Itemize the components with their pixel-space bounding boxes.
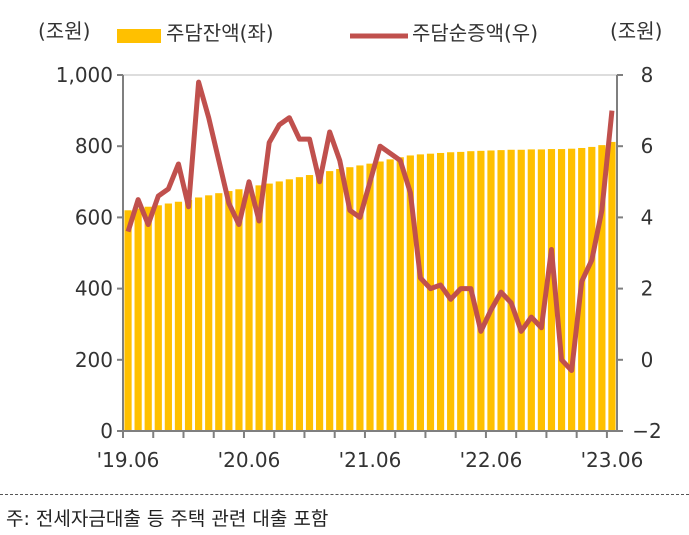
bar	[346, 167, 354, 432]
bar	[255, 185, 263, 431]
bar	[174, 201, 183, 431]
bar	[225, 191, 233, 431]
bar	[154, 205, 162, 431]
bar	[366, 163, 374, 432]
left-tick-label: 200	[75, 348, 113, 372]
bar	[426, 153, 435, 431]
right-tick-label: 2	[641, 277, 654, 301]
left-tick-label: 800	[75, 134, 113, 158]
bar	[144, 206, 152, 431]
bar	[275, 181, 283, 431]
footnote: 주: 전세자금대출 등 주택 관련 대출 포함	[6, 508, 329, 530]
left-tick-label: 400	[75, 277, 113, 301]
divider	[0, 494, 689, 495]
bar	[557, 149, 566, 431]
x-tick-label: '20.06	[218, 448, 281, 472]
bar	[568, 148, 576, 431]
bar	[295, 177, 304, 431]
bar	[336, 168, 344, 431]
bar	[315, 173, 324, 432]
bar	[235, 189, 243, 431]
left-tick-label: 0	[100, 419, 113, 443]
bar	[386, 159, 394, 431]
bar	[134, 208, 142, 431]
legend-bar-label: 주담잔액(좌)	[166, 21, 274, 45]
bar	[487, 150, 495, 432]
bar	[285, 179, 293, 431]
bar	[305, 175, 314, 431]
legend-line-label: 주담순증액(우)	[412, 21, 538, 45]
left-tick-label: 1,000	[56, 63, 113, 87]
right-tick-label: 6	[641, 134, 654, 158]
bar	[184, 199, 193, 431]
bar	[547, 149, 556, 431]
bar	[396, 157, 404, 431]
right-tick-label: 4	[641, 205, 654, 229]
bar	[215, 193, 223, 431]
right-tick-label: 0	[641, 348, 654, 372]
bar	[195, 197, 203, 431]
bar	[326, 171, 334, 431]
right-unit-label: (조원)	[610, 19, 662, 43]
bar	[406, 155, 414, 431]
right-tick-label: −2	[632, 419, 661, 443]
bar	[356, 165, 364, 431]
bar	[376, 161, 384, 431]
bar	[265, 183, 273, 431]
bar	[205, 195, 213, 431]
left-tick-label: 600	[75, 205, 113, 229]
x-tick-label: '22.06	[460, 448, 523, 472]
bar	[527, 149, 535, 432]
bar	[517, 149, 525, 431]
x-tick-label: '21.06	[339, 448, 402, 472]
bar	[164, 203, 172, 431]
bar	[598, 145, 606, 431]
bar	[537, 149, 545, 432]
chart: 0 200 400 600 800 1,000 −2 0 2 4 6 8 '19.06 '20.06 '21…	[38, 19, 662, 472]
bar	[588, 146, 596, 432]
x-tick-label: '19.06	[97, 448, 160, 472]
x-tick-label: '23.06	[581, 448, 644, 472]
bar	[477, 150, 485, 431]
bar	[608, 141, 616, 432]
bar	[416, 154, 425, 431]
right-tick-label: 8	[641, 63, 654, 87]
bar	[436, 152, 445, 432]
bar	[507, 149, 515, 431]
bar	[447, 152, 455, 431]
legend-bar-swatch	[117, 29, 161, 43]
left-unit-label: (조원)	[38, 19, 90, 43]
bar	[245, 187, 253, 431]
bar	[124, 210, 132, 431]
